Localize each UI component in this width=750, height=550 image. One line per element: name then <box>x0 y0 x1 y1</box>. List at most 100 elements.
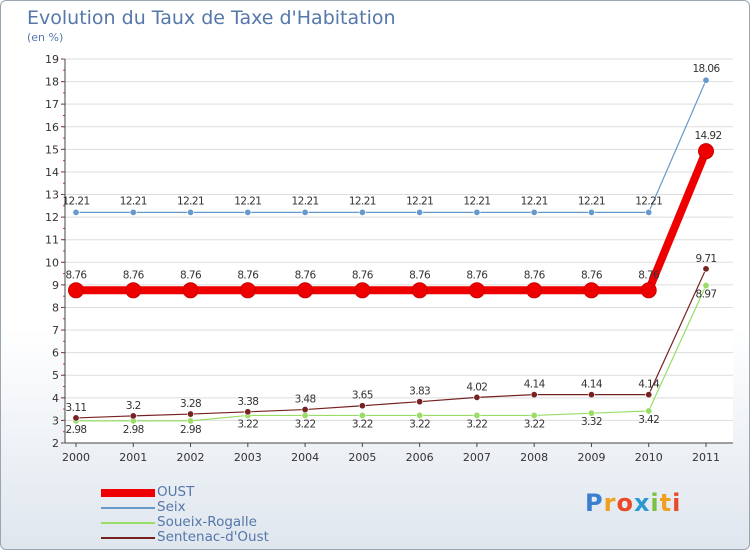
data-label: 4.02 <box>466 381 487 393</box>
data-point <box>187 410 195 418</box>
data-label: 3.38 <box>237 396 258 408</box>
data-point <box>702 76 710 84</box>
data-label: 4.14 <box>638 379 660 391</box>
data-point <box>416 398 424 406</box>
y-tick-label: 15 <box>45 143 59 156</box>
logo-letter: P <box>585 489 604 517</box>
data-label: 12.21 <box>62 195 89 207</box>
data-label: 12.21 <box>234 195 261 207</box>
y-tick-label: 17 <box>45 98 59 111</box>
data-label: 8.76 <box>524 269 546 281</box>
data-point <box>358 208 366 216</box>
data-label: 8.76 <box>466 269 488 281</box>
data-point <box>583 282 600 299</box>
data-label: 2.98 <box>123 424 144 436</box>
legend-label: Sentenac-d'Oust <box>157 529 269 545</box>
data-point <box>587 409 595 417</box>
x-tick-label: 2002 <box>177 451 205 464</box>
data-point <box>473 411 481 419</box>
data-point <box>129 412 137 420</box>
data-label: 3.83 <box>409 386 430 398</box>
data-point <box>187 208 195 216</box>
data-label: 18.06 <box>692 63 720 75</box>
data-label: 3.32 <box>581 416 602 428</box>
data-point <box>702 265 710 273</box>
data-label: 12.21 <box>521 195 548 207</box>
series-line-0 <box>76 149 710 295</box>
data-point <box>72 414 80 422</box>
data-point <box>645 407 653 415</box>
data-point <box>473 208 481 216</box>
series-line-2 <box>76 285 707 422</box>
data-label: 2.98 <box>66 424 87 436</box>
data-label: 12.21 <box>578 195 605 207</box>
x-tick-label: 2003 <box>234 451 262 464</box>
data-label: 3.2 <box>126 400 141 412</box>
y-tick-label: 12 <box>45 211 59 224</box>
x-tick-label: 2007 <box>463 451 491 464</box>
y-tick-label: 5 <box>52 369 59 382</box>
legend-swatch <box>101 507 155 509</box>
data-label: 8.76 <box>123 269 145 281</box>
data-point <box>530 391 538 399</box>
data-label: 3.22 <box>237 418 258 430</box>
y-tick-label: 19 <box>45 53 59 66</box>
series-line-3 <box>75 268 707 419</box>
data-label: 8.97 <box>696 289 717 301</box>
data-point <box>526 282 543 299</box>
x-tick-label: 2006 <box>406 451 434 464</box>
y-tick-label: 13 <box>45 189 59 202</box>
x-tick-label: 2001 <box>119 451 147 464</box>
data-label: 12.21 <box>177 195 204 207</box>
data-label: 8.76 <box>581 269 603 281</box>
x-tick-label: 2000 <box>62 451 90 464</box>
data-point <box>125 282 142 299</box>
x-tick-label: 2010 <box>635 451 663 464</box>
data-point <box>187 417 195 425</box>
legend-swatch <box>101 489 155 497</box>
data-point <box>244 408 252 416</box>
x-tick-label: 2009 <box>577 451 605 464</box>
y-tick-label: 16 <box>45 121 59 134</box>
data-point <box>473 393 481 401</box>
x-tick-label: 2008 <box>520 451 548 464</box>
data-point <box>468 282 485 299</box>
data-label: 12.21 <box>120 195 147 207</box>
data-label: 8.76 <box>409 269 431 281</box>
data-label: 12.21 <box>635 195 662 207</box>
logo-letter: o <box>616 489 634 517</box>
data-point <box>416 208 424 216</box>
data-label: 2.98 <box>180 424 201 436</box>
data-label: 12.21 <box>292 195 319 207</box>
data-point <box>587 391 595 399</box>
data-point <box>72 208 80 216</box>
data-point <box>129 208 137 216</box>
data-label: 12.21 <box>463 195 490 207</box>
data-point <box>645 208 653 216</box>
logo-letter: i <box>672 489 682 517</box>
y-tick-label: 7 <box>52 324 59 337</box>
data-label: 3.42 <box>638 414 659 426</box>
data-point <box>530 208 538 216</box>
data-label: 3.22 <box>524 418 545 430</box>
data-label: 12.21 <box>349 195 376 207</box>
legend-swatch <box>101 537 155 539</box>
data-label: 3.65 <box>352 390 373 402</box>
y-tick-label: 9 <box>52 279 59 292</box>
data-point <box>301 406 309 414</box>
data-label: 4.14 <box>524 379 546 391</box>
data-label: 3.22 <box>352 418 373 430</box>
y-tick-label: 2 <box>52 437 59 450</box>
data-label: 8.76 <box>295 269 317 281</box>
series-line-1 <box>76 79 707 213</box>
data-label: 3.22 <box>295 418 316 430</box>
y-tick-label: 3 <box>52 414 59 427</box>
data-point <box>645 391 653 399</box>
legend-label: OUST <box>157 484 195 500</box>
logo-letter: i <box>650 489 660 517</box>
legend-label: Seix <box>157 499 186 515</box>
x-tick-label: 2011 <box>692 451 720 464</box>
y-tick-label: 10 <box>45 256 59 269</box>
data-point <box>358 411 366 419</box>
data-label: 3.11 <box>66 402 87 414</box>
